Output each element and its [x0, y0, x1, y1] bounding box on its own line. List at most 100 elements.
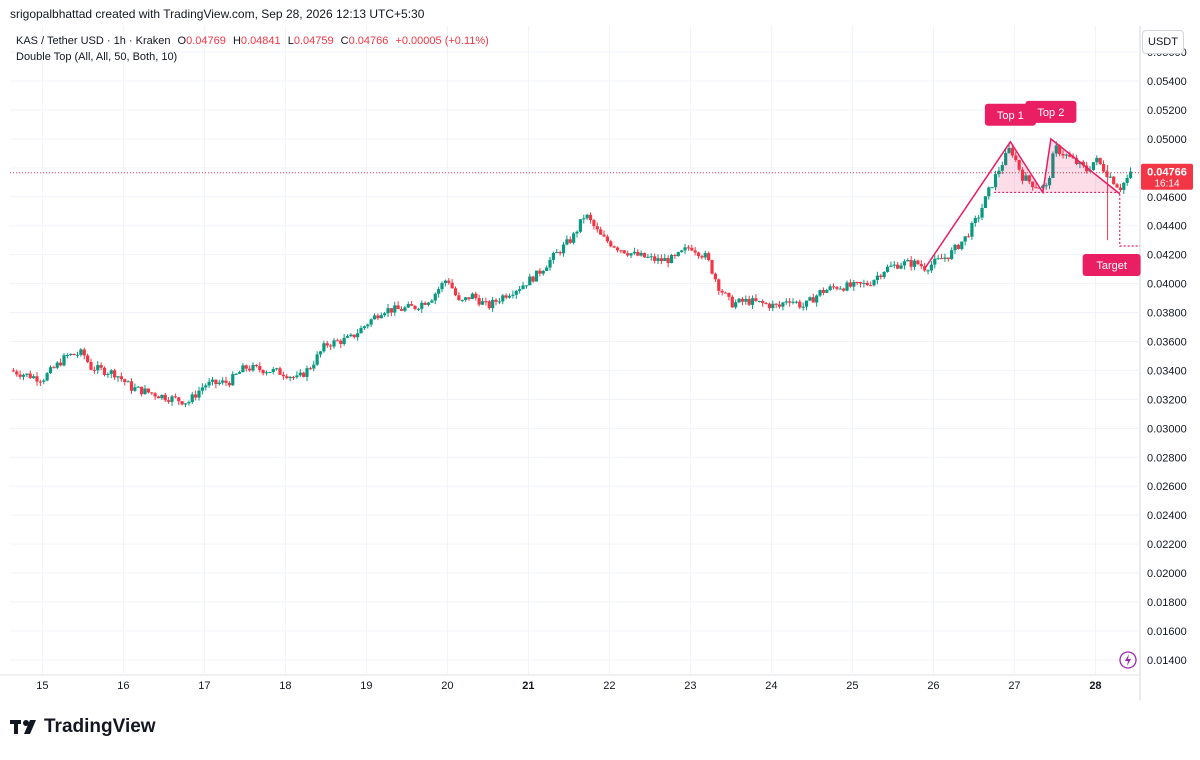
candle-body — [413, 305, 417, 309]
symbol-title[interactable]: KAS / Tether USD · 1h · Kraken — [16, 35, 171, 47]
candle-body — [312, 364, 316, 369]
last-price-value: 0.04766 — [1147, 167, 1187, 179]
candle-body — [524, 285, 528, 287]
candle-body — [771, 303, 775, 309]
candle-body — [426, 302, 431, 305]
time-tick-label: 18 — [279, 680, 291, 692]
candle-body — [332, 340, 336, 347]
currency-button[interactable]: USDT — [1142, 30, 1184, 54]
candle-body — [497, 301, 501, 303]
candle-body — [956, 244, 961, 249]
candle-body — [737, 298, 741, 303]
candle-body — [227, 382, 231, 386]
candle-body — [251, 364, 255, 371]
candle-body — [936, 258, 940, 260]
candle-body — [150, 392, 154, 394]
candle-body — [963, 236, 967, 242]
candle-body — [437, 289, 441, 294]
candle-body — [588, 214, 593, 221]
candle-body — [18, 374, 22, 377]
candle-body — [146, 388, 150, 393]
candle-body — [1041, 185, 1045, 189]
candle-body — [828, 286, 832, 290]
candle-body — [977, 217, 981, 219]
candle-body — [359, 327, 363, 334]
candle-body — [69, 353, 73, 355]
candle-body — [916, 260, 920, 265]
candle-body — [855, 282, 859, 284]
high-label: H — [232, 35, 241, 47]
candle-body — [106, 374, 110, 376]
candle-body — [11, 370, 15, 372]
price-tick-label: 0.04200 — [1147, 250, 1187, 262]
candle-body — [842, 288, 846, 291]
candle-body — [170, 396, 174, 402]
candle-body — [585, 214, 589, 219]
candle-body — [275, 368, 279, 370]
candle-body — [848, 282, 853, 287]
candle-body — [163, 394, 167, 401]
candle-body — [160, 394, 164, 399]
candle-body — [582, 218, 586, 220]
candle-body — [636, 251, 640, 256]
candle-body — [450, 282, 454, 289]
candle-body — [950, 250, 954, 260]
time-tick-label: 15 — [36, 680, 48, 692]
brand-name: TradingView — [44, 716, 156, 737]
candle-body — [474, 293, 478, 299]
candle-body — [676, 252, 680, 256]
candle-body — [693, 250, 697, 253]
candle-body — [656, 258, 660, 261]
candle-body — [224, 380, 228, 383]
candle-body — [322, 343, 326, 352]
candle-body — [221, 380, 225, 383]
candle-body — [1034, 187, 1038, 189]
candle-body — [1112, 176, 1116, 185]
target-line — [1119, 193, 1140, 247]
candle-body — [561, 244, 566, 254]
candle-body — [308, 368, 312, 370]
candle-body — [713, 273, 718, 280]
candle-body — [261, 370, 265, 374]
candle-body — [710, 260, 714, 274]
candle-body — [59, 362, 63, 366]
price-tick-label: 0.04400 — [1147, 221, 1187, 233]
candle-body — [457, 295, 461, 300]
candle-body — [254, 364, 258, 367]
annotation-top-2: Top 2 — [1025, 100, 1077, 123]
candle-body — [28, 373, 32, 379]
candle-body — [318, 351, 323, 355]
candle-body — [1051, 153, 1055, 179]
candle-body — [551, 252, 555, 260]
candle-body — [865, 282, 869, 286]
candle-body — [383, 313, 387, 316]
indicator-row[interactable]: Double Top (All, All, 50, Both, 10) — [16, 51, 178, 63]
candle-body — [740, 298, 745, 302]
candle-body — [406, 304, 410, 308]
candle-body — [885, 266, 890, 272]
candle-body — [423, 302, 427, 305]
candle-body — [599, 229, 603, 235]
pattern-labels: Top 1 Top 2 Target — [984, 100, 1141, 276]
candle-body — [156, 396, 161, 399]
candle-body — [288, 376, 292, 379]
candle-body — [15, 371, 19, 375]
candle-body — [875, 275, 880, 281]
close-label: C — [340, 35, 349, 47]
price-tick-label: 0.02000 — [1147, 568, 1187, 580]
candle-body — [943, 257, 947, 259]
candle-body — [653, 256, 657, 261]
candle-body — [480, 301, 485, 305]
candle-body — [305, 368, 309, 377]
candle-body — [248, 368, 252, 371]
candle-body — [902, 261, 907, 266]
candle-body — [595, 226, 599, 230]
candle-body — [548, 259, 552, 268]
candle-body — [781, 302, 785, 307]
candle-body — [852, 282, 856, 287]
candle-body — [453, 288, 458, 296]
candle-body — [750, 298, 755, 305]
price-tick-label: 0.03200 — [1147, 394, 1187, 406]
